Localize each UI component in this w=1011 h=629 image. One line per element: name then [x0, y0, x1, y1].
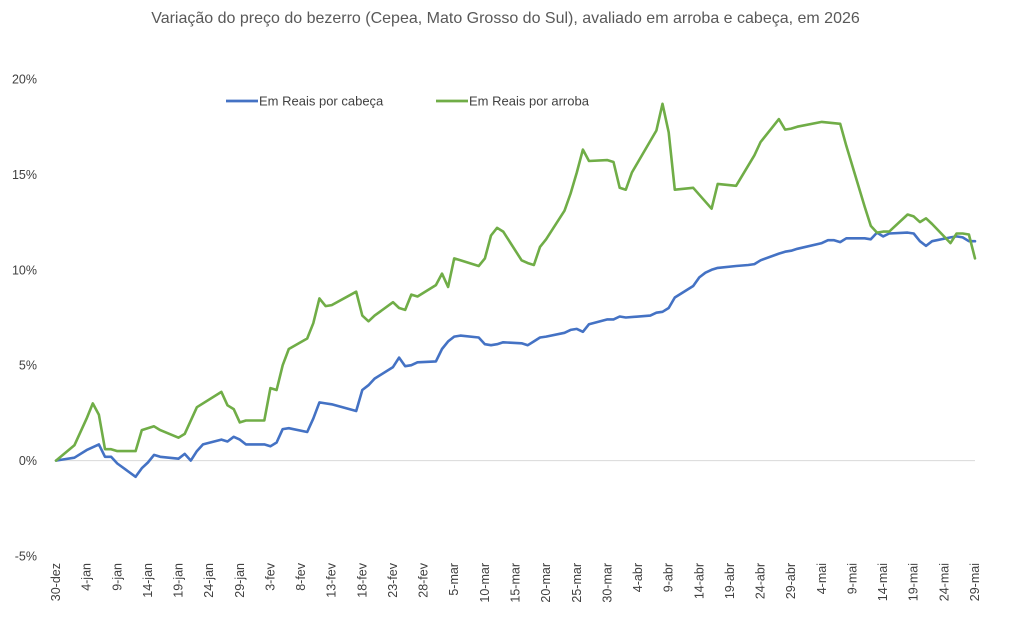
- x-tick-label: 19-jan: [172, 563, 186, 598]
- x-tick-label: 14-abr: [692, 563, 706, 599]
- legend-label-1: Em Reais por cabeça: [259, 94, 384, 109]
- x-tick-label: 3-fev: [263, 562, 277, 591]
- x-tick-label: 14-mai: [876, 563, 890, 601]
- x-tick-label: 29-abr: [784, 563, 798, 599]
- x-tick-label: 18-fev: [355, 562, 369, 597]
- x-tick-label: 4-mai: [815, 563, 829, 594]
- y-tick-label: 5%: [19, 359, 37, 373]
- x-tick-label: 29-mai: [968, 563, 982, 601]
- x-tick-label: 9-jan: [110, 563, 124, 591]
- x-tick-label: 20-mar: [539, 563, 553, 603]
- x-tick-label: 24-abr: [754, 563, 768, 599]
- x-tick-label: 5-mar: [447, 563, 461, 596]
- y-tick-label: 0%: [19, 454, 37, 468]
- series-line-2: [54, 102, 977, 462]
- x-tick-label: 29-jan: [233, 563, 247, 598]
- x-tick-label: 14-jan: [141, 563, 155, 598]
- x-tick-label: 4-jan: [80, 563, 94, 591]
- x-tick-label: 24-mai: [937, 563, 951, 601]
- y-tick-label: 10%: [12, 263, 37, 277]
- series-line-1: [54, 231, 977, 479]
- x-tick-label: 9-abr: [662, 563, 676, 592]
- x-tick-label: 19-abr: [723, 563, 737, 599]
- x-tick-label: 25-mar: [570, 563, 584, 603]
- x-tick-label: 23-fev: [386, 562, 400, 597]
- y-tick-label: -5%: [15, 550, 37, 564]
- x-tick-label: 4-abr: [631, 563, 645, 592]
- x-tick-label: 10-mar: [478, 563, 492, 603]
- x-tick-label: 9-mai: [845, 563, 859, 594]
- x-tick-label: 24-jan: [202, 563, 216, 598]
- y-tick-label: 20%: [12, 73, 37, 87]
- x-tick-label: 19-mai: [907, 563, 921, 601]
- x-tick-label: 28-fev: [417, 562, 431, 597]
- legend-label-2: Em Reais por arroba: [469, 94, 590, 109]
- x-tick-label: 13-fev: [325, 562, 339, 597]
- x-tick-label: 8-fev: [294, 562, 308, 591]
- y-tick-label: 15%: [12, 168, 37, 182]
- chart-title: Variação do preço do bezerro (Cepea, Mat…: [151, 10, 860, 27]
- x-tick-label: 30-dez: [49, 563, 63, 601]
- x-tick-label: 30-mar: [600, 563, 614, 603]
- x-tick-label: 15-mar: [509, 563, 523, 603]
